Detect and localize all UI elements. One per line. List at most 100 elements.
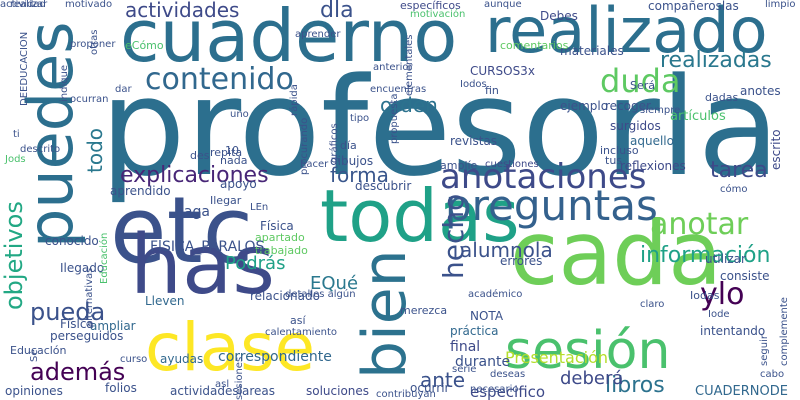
word-cloud-word: merezca	[400, 304, 448, 317]
word-cloud-word: asl	[215, 379, 230, 390]
word-cloud-word: correspondiente	[218, 349, 332, 365]
word-cloud-word: Debes	[540, 9, 578, 23]
word-cloud-word: ocurran	[70, 94, 109, 105]
word-cloud-word: Ilegado	[60, 261, 105, 275]
word-cloud-word: cómo	[720, 184, 748, 195]
word-cloud-word: ayudas	[160, 352, 204, 366]
word-cloud-word: folios	[105, 381, 137, 395]
word-cloud-word: ante	[420, 368, 466, 392]
word-cloud-word: apartado	[255, 231, 305, 244]
word-cloud-word: gráficos	[329, 123, 340, 163]
word-cloud-word: des	[190, 149, 210, 162]
word-cloud-word: serie	[452, 364, 477, 375]
word-cloud-word: indique	[59, 64, 70, 102]
word-cloud-word: propuesta	[389, 93, 400, 144]
word-cloud-word: intentando	[700, 324, 766, 338]
word-cloud-word: motivado	[65, 0, 113, 10]
word-cloud-word: explicaciones	[120, 163, 269, 188]
word-cloud-word: dadas	[705, 91, 739, 104]
word-cloud-word: día	[340, 139, 357, 152]
word-cloud-word: motivación	[410, 9, 466, 20]
word-cloud-word: deseas	[490, 369, 526, 380]
word-cloud-word: objetivos	[0, 200, 28, 310]
word-cloud-word: amplíe	[440, 159, 478, 172]
word-cloud-word: detalles algún	[285, 289, 356, 300]
word-cloud-word: dar	[115, 84, 132, 95]
word-cloud-word: todas	[320, 174, 520, 258]
word-cloud-word: utilizar	[705, 252, 746, 266]
word-cloud-word: soluciones	[306, 384, 370, 398]
word-cloud-word: Física	[260, 219, 294, 233]
word-cloud-word: actividad	[0, 0, 46, 10]
word-cloud-word: forma	[330, 163, 389, 187]
word-cloud-word: trabajado	[255, 244, 308, 257]
word-cloud-word: seguir	[759, 335, 770, 366]
word-cloud-word: repita	[210, 146, 243, 159]
word-cloud-word: Ilegar	[210, 194, 242, 207]
word-cloud-word: ocurrir	[410, 381, 450, 395]
word-cloud-word: relacionado	[250, 289, 320, 303]
word-cloud-word: apoyo	[220, 177, 257, 191]
word-cloud-word: siempre	[640, 105, 681, 116]
word-cloud-word: contenido	[145, 62, 294, 97]
word-cloud-word: anotar	[650, 207, 749, 242]
word-cloud-word: curso	[120, 354, 148, 365]
word-cloud-word: hecho	[437, 193, 470, 279]
word-cloud-word: pueda	[30, 298, 106, 326]
word-cloud-word: final	[450, 339, 481, 355]
word-cloud-word: realizado	[485, 0, 768, 67]
word-cloud-word: durante	[455, 354, 511, 370]
word-cloud-word: realizar	[10, 0, 48, 10]
word-cloud-word: haga	[175, 204, 210, 220]
word-cloud-word: procurando	[299, 117, 310, 175]
word-cloud-word: cuestiones	[485, 159, 539, 170]
word-cloud-word: aprender	[295, 29, 341, 40]
word-cloud-word: limpio	[765, 0, 796, 10]
word-cloud-word: actividadeslareas	[170, 384, 275, 398]
word-cloud-word: FlSICA_PARALOS	[150, 239, 265, 255]
word-cloud-word: todo	[83, 127, 107, 173]
word-cloud-word: Iodas	[690, 289, 720, 302]
word-cloud-word: duda	[600, 62, 681, 100]
word-cloud-word: necesario	[470, 384, 519, 395]
word-cloud-word: académico	[468, 289, 523, 300]
word-cloud-word: práctica	[450, 324, 499, 338]
word-cloud-word: Presentación	[505, 348, 609, 367]
word-cloud-word: ti	[13, 129, 20, 140]
word-cloud-word: tarea	[710, 158, 768, 183]
word-cloud-word: realizadas	[660, 48, 772, 73]
word-cloud-word: información	[640, 243, 771, 268]
word-cloud-word: Jods	[5, 154, 26, 165]
word-cloud-word: clase	[145, 309, 316, 386]
word-cloud-word: ylo	[700, 277, 745, 312]
word-cloud-word: etc	[110, 177, 254, 284]
word-cloud-word: contribuyan	[376, 389, 436, 400]
word-cloud-word: alternativas	[84, 267, 95, 327]
word-cloud-word: revistas	[450, 134, 498, 148]
word-cloud-word: Iodos	[460, 79, 487, 90]
word-cloud-word: cada	[510, 202, 723, 305]
word-cloud-word: incluso	[600, 144, 639, 157]
word-cloud-word: conocido	[45, 234, 99, 248]
word-cloud-word: ampliar	[90, 319, 136, 333]
word-cloud-word: escrito	[769, 129, 783, 171]
word-cloud-word: fin	[485, 84, 499, 97]
word-cloud-word: artículos	[670, 109, 726, 124]
word-cloud-word: comentarios	[500, 39, 569, 52]
word-cloud-word: preguntas	[445, 181, 658, 230]
word-cloud-word: calentamiento	[265, 327, 337, 338]
word-cloud-word: errores	[500, 254, 543, 268]
word-cloud-word: compañeroslas	[648, 0, 739, 13]
word-cloud-word: orden	[380, 93, 438, 117]
word-cloud-word: actividades	[125, 0, 240, 22]
word-cloud-word: descrito	[20, 144, 61, 155]
word-cloud-word: Sé	[29, 349, 40, 363]
word-cloud-word: tus	[605, 154, 623, 167]
word-cloud-word: DEEDUCACION	[19, 31, 30, 106]
word-cloud-word: aprendido	[110, 184, 171, 198]
word-cloud-word: así	[290, 314, 306, 327]
word-cloud-word: Podrás	[225, 253, 286, 274]
word-cloud-word: Educaclón	[10, 344, 67, 357]
word-cloud-word: proponer	[70, 39, 116, 50]
